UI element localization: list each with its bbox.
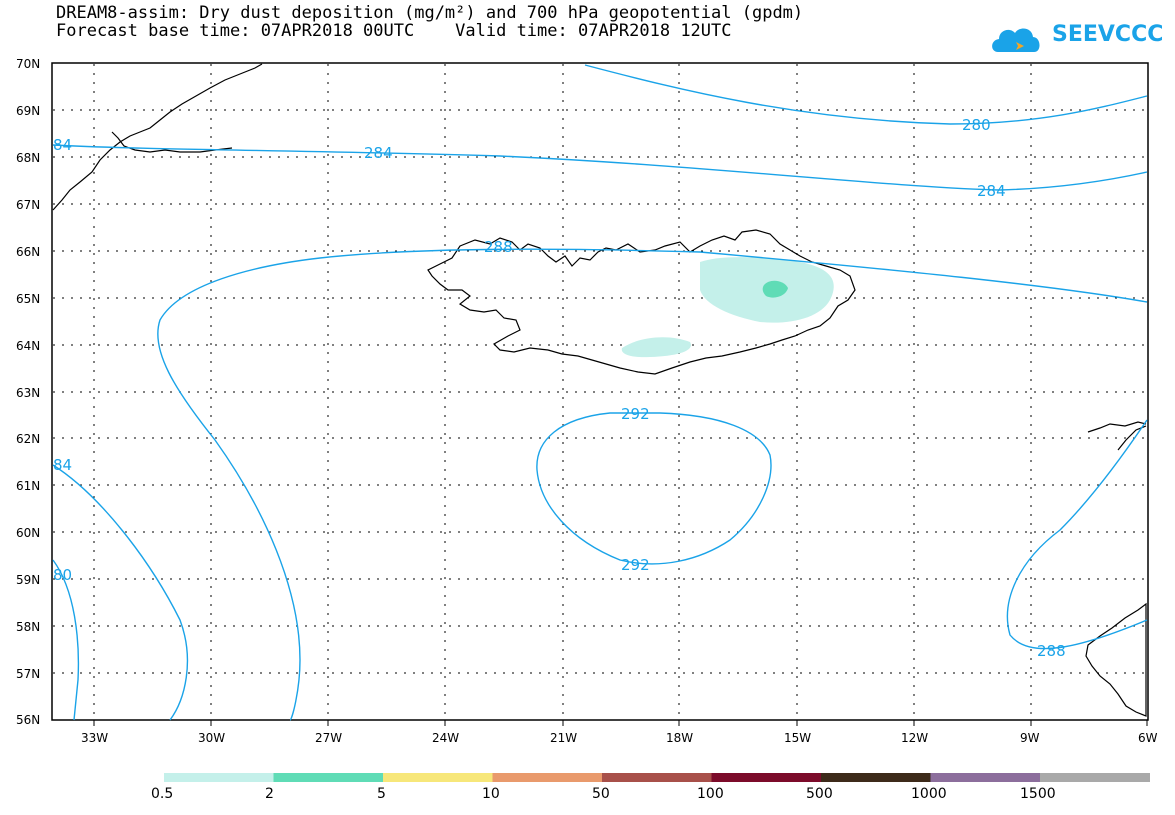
lon-label: 27W: [315, 731, 342, 745]
graticule: [53, 64, 1147, 720]
lat-label: 57N: [16, 667, 40, 681]
lat-label: 62N: [16, 432, 40, 446]
map-frame: [51, 62, 1149, 721]
map-title: DREAM8-assim: Dry dust deposition (mg/m²…: [56, 3, 804, 23]
legend-swatch: [821, 773, 931, 782]
contour-label: 84: [53, 136, 72, 154]
lon-label: 9W: [1020, 731, 1040, 745]
longitude-labels: 33W 30W 27W 24W 21W 18W 15W 12W 9W 6W: [81, 731, 1158, 745]
contour-284-west: [52, 464, 189, 721]
legend-label: 50: [592, 786, 610, 802]
lon-label: 12W: [901, 731, 928, 745]
lat-label: 67N: [16, 198, 40, 212]
lon-label: 6W: [1138, 731, 1158, 745]
legend-swatch: [383, 773, 493, 782]
lat-label: 70N: [16, 57, 40, 71]
legend-labels: 0.5 2 5 10 50 100 500 1000 1500: [151, 786, 1056, 802]
tick-marks: [93, 720, 1148, 726]
contour-280-north: [584, 64, 1148, 125]
contour-label: 280: [962, 116, 991, 134]
dust-core-northeast: [762, 280, 788, 298]
map-subtitle: Forecast base time: 07APR2018 00UTC Vali…: [56, 21, 732, 41]
contour-labels: 280 284 284 84 84 288 288 80 292 292: [53, 116, 1066, 660]
lat-label: 65N: [16, 292, 40, 306]
lat-label: 66N: [16, 245, 40, 259]
contour-label: 292: [621, 405, 650, 423]
iceland-coastline: [427, 229, 856, 375]
norway-coastline: [1087, 421, 1147, 451]
greenland-coastline: [52, 63, 263, 211]
lat-label: 68N: [16, 151, 40, 165]
lat-label: 64N: [16, 339, 40, 353]
geopotential-contours: [52, 64, 1148, 721]
legend-swatch: [930, 773, 1041, 782]
contour-label: 84: [53, 456, 72, 474]
legend-label: 500: [806, 786, 833, 802]
contour-288-east: [1006, 419, 1148, 650]
contour-284-north: [52, 144, 1148, 191]
contour-280-west: [52, 559, 80, 721]
contour-288-mid: [157, 248, 1148, 721]
contour-label: 292: [621, 556, 650, 574]
contour-label: 284: [977, 182, 1006, 200]
contour-label: 80: [53, 566, 72, 584]
lon-label: 30W: [198, 731, 225, 745]
scotland-coastline: [1085, 602, 1147, 717]
contour-292: [536, 412, 772, 565]
lat-label: 63N: [16, 386, 40, 400]
lon-label: 24W: [432, 731, 459, 745]
legend-label: 100: [697, 786, 724, 802]
legend-label: 5: [377, 786, 386, 802]
contour-label: 284: [364, 144, 393, 162]
lat-label: 59N: [16, 573, 40, 587]
greenland-coastline-detail: [111, 131, 233, 153]
legend-swatch: [1040, 773, 1150, 782]
legend-label: 0.5: [151, 786, 173, 802]
cloud-icon: [992, 28, 1040, 52]
legend-label: 1000: [911, 786, 947, 802]
dust-area-south: [621, 337, 691, 358]
lat-label: 69N: [16, 104, 40, 118]
legend-colorbar: [164, 773, 1150, 782]
lon-label: 18W: [666, 731, 693, 745]
lat-label: 61N: [16, 479, 40, 493]
dust-deposition-field: [621, 257, 834, 358]
lon-label: 21W: [550, 731, 577, 745]
lat-label: 60N: [16, 526, 40, 540]
legend-swatch: [273, 773, 384, 782]
legend-swatch: [711, 773, 822, 782]
legend-label: 1500: [1020, 786, 1056, 802]
lon-label: 15W: [784, 731, 811, 745]
legend-swatch: [602, 773, 712, 782]
legend-swatch: [492, 773, 603, 782]
legend-label: 2: [265, 786, 274, 802]
contour-label: 288: [484, 238, 513, 256]
contour-label: 288: [1037, 642, 1066, 660]
legend-swatch: [164, 773, 274, 782]
logo-text: SEEVCCC: [1052, 22, 1164, 47]
legend-label: 10: [482, 786, 500, 802]
lon-label: 33W: [81, 731, 108, 745]
lat-label: 58N: [16, 620, 40, 634]
lat-label: 56N: [16, 713, 40, 727]
latitude-labels: 70N 69N 68N 67N 66N 65N 64N 63N 62N 61N …: [16, 57, 40, 727]
